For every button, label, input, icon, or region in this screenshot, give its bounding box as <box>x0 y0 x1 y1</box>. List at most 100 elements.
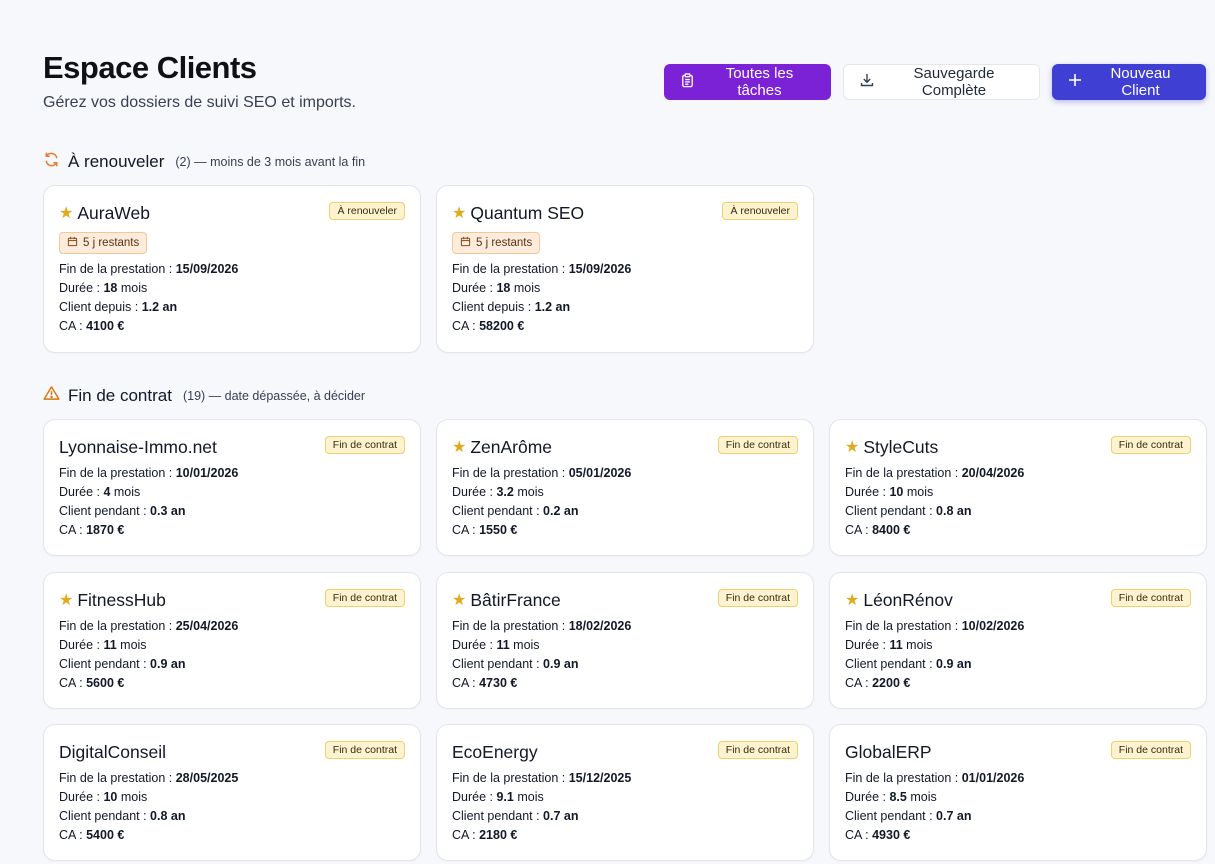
card-details: Fin de la prestation : 05/01/2026 Durée :… <box>452 464 798 540</box>
star-icon: ★ <box>452 205 467 222</box>
duration-line: Durée : 11 mois <box>59 636 405 655</box>
duration-label: Durée : <box>452 638 497 652</box>
client-tenure-line: Client pendant : 0.2 an <box>452 502 798 521</box>
all-tasks-button[interactable]: Toutes les tâches <box>664 64 831 100</box>
revenue-line: CA : 8400 € <box>845 521 1191 540</box>
days-left-chip: 5 j restants <box>59 232 148 254</box>
revenue-value: 2180 € <box>479 828 518 842</box>
duration-value: 10 <box>103 790 118 804</box>
client-name-text: ZenArôme <box>470 436 553 457</box>
client-card[interactable]: ★ Quantum SEO À renouveler 5 j restants Fin … <box>436 185 814 353</box>
status-badge: Fin de contrat <box>717 741 798 759</box>
client-tenure-value: 0.7 an <box>936 809 972 823</box>
client-name: EcoEnergy <box>452 741 798 763</box>
client-name: ★ BâtirFrance <box>452 589 798 611</box>
revenue-value: 2200 € <box>872 676 911 690</box>
end-date-label: Fin de la prestation : <box>452 262 569 276</box>
client-name-text: AuraWeb <box>77 202 150 223</box>
days-left-text: 5 j restants <box>83 237 140 249</box>
end-date-label: Fin de la prestation : <box>59 466 176 480</box>
duration-value: 4 <box>103 485 111 499</box>
end-date-value: 25/04/2026 <box>175 619 239 633</box>
duration-label: Durée : <box>452 281 497 295</box>
duration-line: Durée : 9.1 mois <box>452 788 798 807</box>
revenue-label: CA : <box>845 828 873 842</box>
client-name-text: Quantum SEO <box>470 202 585 223</box>
full-backup-button[interactable]: Sauvegarde Complète <box>843 64 1040 100</box>
end-date-value: 10/02/2026 <box>961 619 1025 633</box>
calendar-icon <box>67 236 78 250</box>
end-date-line: Fin de la prestation : 18/02/2026 <box>452 617 798 636</box>
end-date-line: Fin de la prestation : 20/04/2026 <box>845 464 1191 483</box>
duration-line: Durée : 10 mois <box>845 483 1191 502</box>
full-backup-label: Sauvegarde Complète <box>913 65 995 99</box>
duration-unit: mois <box>510 281 541 295</box>
client-card[interactable]: ★ AuraWeb À renouveler 5 j restants Fin de l… <box>43 185 421 353</box>
revenue-line: CA : 4730 € <box>452 674 798 693</box>
end-date-line: Fin de la prestation : 15/09/2026 <box>452 260 798 279</box>
client-name-text: LéonRénov <box>863 589 953 610</box>
status-badge: Fin de contrat <box>324 741 405 759</box>
revenue-line: CA : 2180 € <box>452 826 798 845</box>
client-name: Lyonnaise-Immo.net <box>59 436 405 458</box>
card-details: Fin de la prestation : 25/04/2026 Durée :… <box>59 617 405 693</box>
client-tenure-label: Client pendant : <box>452 657 544 671</box>
duration-unit: mois <box>509 638 540 652</box>
revenue-line: CA : 4100 € <box>59 317 405 336</box>
client-card[interactable]: EcoEnergy Fin de contrat Fin de la prestat… <box>436 724 814 861</box>
status-badge: Fin de contrat <box>324 436 405 454</box>
client-card[interactable]: Lyonnaise-Immo.net Fin de contrat Fin de l… <box>43 419 421 556</box>
client-tenure-value: 0.9 an <box>543 657 579 671</box>
duration-value: 9.1 <box>496 790 514 804</box>
duration-line: Durée : 10 mois <box>59 788 405 807</box>
client-tenure-value: 0.3 an <box>150 504 186 518</box>
renew-section-note: (2) — moins de 3 mois avant la fin <box>175 155 366 169</box>
duration-unit: mois <box>116 638 147 652</box>
client-tenure-label: Client depuis : <box>59 300 142 314</box>
duration-line: Durée : 8.5 mois <box>845 788 1191 807</box>
renew-section-title: À renouveler <box>68 152 165 171</box>
client-tenure-line: Client depuis : 1.2 an <box>452 298 798 317</box>
end-date-line: Fin de la prestation : 15/12/2025 <box>452 769 798 788</box>
revenue-value: 1870 € <box>86 523 125 537</box>
client-name-text: EcoEnergy <box>452 741 538 762</box>
duration-line: Durée : 18 mois <box>452 279 798 298</box>
duration-value: 8.5 <box>889 790 907 804</box>
revenue-value: 5400 € <box>86 828 125 842</box>
star-icon: ★ <box>452 592 467 609</box>
client-card[interactable]: ★ BâtirFrance Fin de contrat Fin de la pres… <box>436 572 814 709</box>
status-badge: À renouveler <box>722 202 798 220</box>
new-client-button[interactable]: Nouveau Client <box>1052 64 1206 100</box>
end-date-label: Fin de la prestation : <box>59 771 176 785</box>
client-card[interactable]: ★ LéonRénov Fin de contrat Fin de la presta… <box>829 572 1207 709</box>
client-tenure-value: 0.7 an <box>543 809 579 823</box>
duration-value: 11 <box>496 638 510 652</box>
revenue-label: CA : <box>845 676 873 690</box>
end-date-line: Fin de la prestation : 05/01/2026 <box>452 464 798 483</box>
client-tenure-value: 0.9 an <box>936 657 972 671</box>
revenue-line: CA : 1870 € <box>59 521 405 540</box>
revenue-label: CA : <box>452 676 480 690</box>
client-card[interactable]: ★ FitnessHub Fin de contrat Fin de la prest… <box>43 572 421 709</box>
end-date-label: Fin de la prestation : <box>845 619 962 633</box>
client-card[interactable]: DigitalConseil Fin de contrat Fin de la pr… <box>43 724 421 861</box>
revenue-value: 8400 € <box>872 523 911 537</box>
status-badge: Fin de contrat <box>1110 436 1191 454</box>
client-card[interactable]: ★ StyleCuts Fin de contrat Fin de la presta… <box>829 419 1207 556</box>
client-card[interactable]: ★ ZenArôme Fin de contrat Fin de la prestat… <box>436 419 814 556</box>
revenue-value: 5600 € <box>86 676 125 690</box>
end-date-line: Fin de la prestation : 10/02/2026 <box>845 617 1191 636</box>
renew-section-header: À renouveler (2) — moins de 3 mois avant… <box>43 151 365 173</box>
duration-label: Durée : <box>59 281 104 295</box>
page-subtitle: Gérez vos dossiers de suivi SEO et impor… <box>43 94 356 111</box>
duration-value: 10 <box>889 485 904 499</box>
duration-unit: mois <box>110 485 141 499</box>
card-details: Fin de la prestation : 28/05/2025 Durée :… <box>59 769 405 845</box>
end-date-value: 20/04/2026 <box>961 466 1025 480</box>
duration-unit: mois <box>117 281 148 295</box>
days-left-text: 5 j restants <box>476 237 533 249</box>
revenue-value: 1550 € <box>479 523 518 537</box>
client-card[interactable]: GlobalERP Fin de contrat Fin de la prestat… <box>829 724 1207 861</box>
duration-line: Durée : 18 mois <box>59 279 405 298</box>
days-left-chip: 5 j restants <box>452 232 541 254</box>
